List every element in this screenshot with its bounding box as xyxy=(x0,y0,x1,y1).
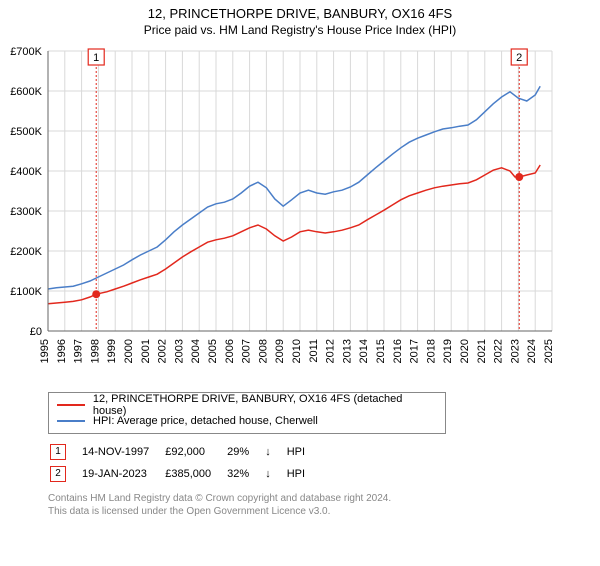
svg-text:£700K: £700K xyxy=(10,46,42,58)
footer-line: This data is licensed under the Open Gov… xyxy=(48,505,600,518)
legend-label: 12, PRINCETHORPE DRIVE, BANBURY, OX16 4F… xyxy=(93,393,437,417)
marker-suffix: HPI xyxy=(287,442,319,462)
marker-price: £385,000 xyxy=(165,464,225,484)
svg-text:2008: 2008 xyxy=(257,339,269,363)
svg-text:2019: 2019 xyxy=(442,339,454,363)
footer-line: Contains HM Land Registry data © Crown c… xyxy=(48,492,600,505)
marker-badge-cell: 1 xyxy=(50,442,80,462)
marker-row: 2 19-JAN-2023£385,00032%↓HPI xyxy=(50,464,319,484)
svg-text:2000: 2000 xyxy=(123,339,135,363)
svg-text:£600K: £600K xyxy=(10,86,42,98)
chart: £0 £100K £200K £300K £400K £500K £600K £700K 199… xyxy=(0,41,600,386)
svg-text:£100K: £100K xyxy=(10,286,42,298)
legend: 12, PRINCETHORPE DRIVE, BANBURY, OX16 4F… xyxy=(48,392,446,434)
svg-text:2013: 2013 xyxy=(341,339,353,363)
legend-label: HPI: Average price, detached house, Cher… xyxy=(93,415,318,427)
svg-text:1998: 1998 xyxy=(89,339,101,363)
marker-pct: 29% xyxy=(227,442,263,462)
svg-text:2007: 2007 xyxy=(241,339,253,363)
svg-text:1999: 1999 xyxy=(106,339,118,363)
legend-swatch xyxy=(57,420,85,422)
svg-text:1: 1 xyxy=(93,52,99,64)
svg-text:2017: 2017 xyxy=(409,339,421,363)
marker-price: £92,000 xyxy=(165,442,225,462)
svg-text:2016: 2016 xyxy=(392,339,404,363)
svg-text:2010: 2010 xyxy=(291,339,303,363)
legend-swatch xyxy=(57,404,85,406)
marker-table: 1 14-NOV-1997£92,00029%↓HPI 2 19-JAN-2023£3… xyxy=(48,440,321,486)
svg-text:2012: 2012 xyxy=(325,339,337,363)
svg-text:2021: 2021 xyxy=(476,339,488,363)
svg-text:1996: 1996 xyxy=(56,339,68,363)
marker-arrow: ↓ xyxy=(265,464,285,484)
marker-date: 14-NOV-1997 xyxy=(82,442,163,462)
svg-text:£0: £0 xyxy=(30,326,42,338)
svg-text:2011: 2011 xyxy=(308,339,320,363)
legend-row: 12, PRINCETHORPE DRIVE, BANBURY, OX16 4F… xyxy=(57,397,437,413)
svg-text:1995: 1995 xyxy=(39,339,51,363)
svg-text:£500K: £500K xyxy=(10,126,42,138)
marker-suffix: HPI xyxy=(287,464,319,484)
svg-text:£400K: £400K xyxy=(10,166,42,178)
svg-text:£200K: £200K xyxy=(10,246,42,258)
svg-text:£300K: £300K xyxy=(10,206,42,218)
marker-badge: 1 xyxy=(50,444,66,460)
marker-pct: 32% xyxy=(227,464,263,484)
svg-text:2001: 2001 xyxy=(140,339,152,363)
svg-text:2009: 2009 xyxy=(274,339,286,363)
svg-text:2025: 2025 xyxy=(543,339,555,363)
svg-text:2022: 2022 xyxy=(493,339,505,363)
svg-text:2015: 2015 xyxy=(375,339,387,363)
svg-text:2006: 2006 xyxy=(224,339,236,363)
svg-text:2002: 2002 xyxy=(157,339,169,363)
marker-badge: 2 xyxy=(50,466,66,482)
svg-text:2024: 2024 xyxy=(526,339,538,363)
svg-text:2005: 2005 xyxy=(207,339,219,363)
marker-row: 1 14-NOV-1997£92,00029%↓HPI xyxy=(50,442,319,462)
svg-text:2004: 2004 xyxy=(190,339,202,363)
svg-text:2018: 2018 xyxy=(425,339,437,363)
svg-text:2003: 2003 xyxy=(173,339,185,363)
page-subtitle: Price paid vs. HM Land Registry's House … xyxy=(0,23,600,37)
footer-attribution: Contains HM Land Registry data © Crown c… xyxy=(48,492,600,518)
svg-text:1997: 1997 xyxy=(73,339,85,363)
svg-text:2020: 2020 xyxy=(459,339,471,363)
svg-text:2014: 2014 xyxy=(358,339,370,363)
marker-date: 19-JAN-2023 xyxy=(82,464,163,484)
marker-arrow: ↓ xyxy=(265,442,285,462)
page-title: 12, PRINCETHORPE DRIVE, BANBURY, OX16 4F… xyxy=(0,6,600,21)
svg-text:2023: 2023 xyxy=(509,339,521,363)
marker-badge-cell: 2 xyxy=(50,464,80,484)
svg-text:2: 2 xyxy=(516,52,522,64)
